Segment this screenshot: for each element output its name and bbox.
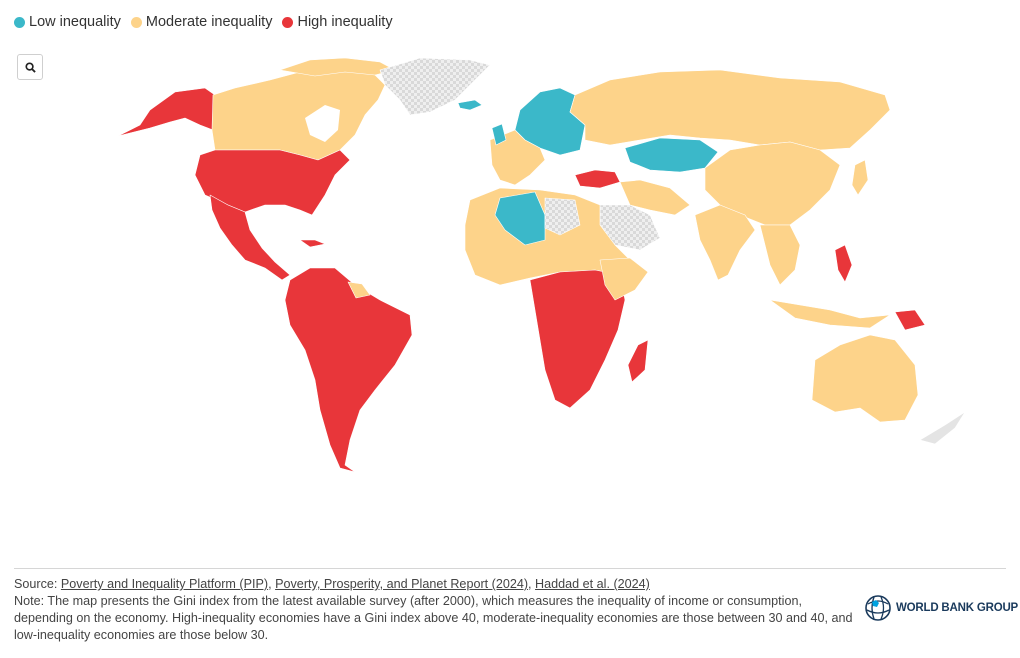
region-australia[interactable]: [811, 334, 919, 423]
region-madagascar[interactable]: [627, 339, 649, 383]
source-link-pip[interactable]: Poverty and Inequality Platform (PIP): [60, 577, 269, 591]
source-link-haddad[interactable]: Haddad et al. (2024): [535, 577, 650, 591]
legend-dot-moderate: [130, 16, 142, 28]
region-western-europe[interactable]: [489, 129, 546, 186]
region-philippines[interactable]: [834, 244, 853, 283]
region-southern-africa[interactable]: [529, 269, 626, 409]
region-papua-new-guinea[interactable]: [894, 309, 926, 331]
note-text: Note: The map presents the Gini index fr…: [14, 594, 853, 642]
region-russia[interactable]: [569, 69, 891, 151]
region-turkiye[interactable]: [574, 169, 621, 189]
footer-notes: Source: Poverty and Inequality Platform …: [14, 576, 854, 644]
region-caribbean[interactable]: [299, 239, 326, 248]
hudson-bay: [305, 105, 340, 142]
region-greenland[interactable]: [379, 57, 491, 116]
world-map-svg[interactable]: [0, 50, 1020, 530]
logo-text: WORLD BANK GROUP: [896, 602, 1019, 614]
region-guianas[interactable]: [347, 281, 371, 299]
region-mexico-central-america[interactable]: [209, 194, 291, 281]
region-south-america[interactable]: [284, 267, 413, 473]
legend-item-low[interactable]: Low inequality: [14, 14, 121, 30]
legend-item-high[interactable]: High inequality: [282, 14, 393, 30]
region-indonesia[interactable]: [769, 299, 891, 329]
legend-dot-high: [282, 16, 294, 28]
region-southeast-asia[interactable]: [759, 224, 801, 286]
world-map[interactable]: [0, 50, 1020, 530]
legend-item-moderate[interactable]: Moderate inequality: [130, 14, 273, 30]
legend-label-moderate: Moderate inequality: [145, 14, 273, 30]
region-iran[interactable]: [619, 179, 691, 216]
zoom-button[interactable]: [17, 54, 43, 80]
region-uk[interactable]: [491, 123, 507, 146]
source-label: Source:: [14, 577, 61, 591]
world-bank-logo[interactable]: WORLD BANK GROUP: [864, 594, 1018, 622]
globe-icon: [865, 595, 891, 621]
region-libya[interactable]: [544, 197, 581, 236]
footer-divider: [14, 568, 1006, 569]
magnifier-icon: [24, 61, 36, 73]
legend-label-high: High inequality: [297, 14, 393, 30]
region-kazakhstan[interactable]: [624, 137, 719, 173]
region-alaska[interactable]: [117, 87, 216, 137]
legend-dot-low: [14, 16, 25, 28]
source-link-ppp[interactable]: Poverty, Prosperity, and Planet Report (…: [275, 577, 529, 591]
source-separator-1: ,: [268, 577, 276, 591]
map-legend: Low inequality Moderate inequality High …: [14, 14, 393, 30]
region-canada[interactable]: [211, 65, 386, 161]
region-iceland[interactable]: [457, 99, 483, 111]
region-new-zealand[interactable]: [919, 411, 966, 445]
source-separator-2: ,: [528, 577, 536, 591]
legend-label-low: Low inequality: [29, 14, 121, 30]
region-japan[interactable]: [851, 159, 869, 196]
region-east-africa[interactable]: [599, 257, 649, 301]
source-line: Source: Poverty and Inequality Platform …: [14, 576, 854, 593]
region-india[interactable]: [694, 204, 756, 281]
region-algeria[interactable]: [494, 191, 546, 246]
